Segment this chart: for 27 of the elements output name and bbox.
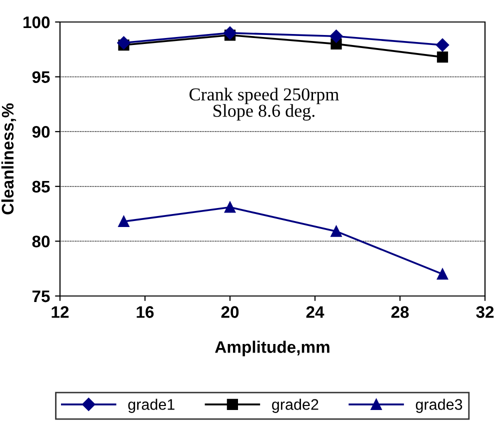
point (330, 226, 342, 237)
point (436, 268, 448, 280)
y-tick-label: 75 (32, 290, 50, 302)
legend-label: grade2 (272, 398, 318, 413)
point (224, 202, 236, 213)
point (436, 52, 448, 63)
x-tick-label: 20 (221, 306, 239, 318)
x-tick-label: 28 (391, 306, 409, 318)
y-tick-label: 85 (32, 180, 50, 193)
y-axis-title: Cleanliness,% (1, 103, 16, 214)
y-tick-label: 80 (32, 236, 50, 248)
y-tick-label: 95 (32, 71, 50, 84)
annotation: Crank speed 250rpm Slope 8.6 deg. (190, 88, 339, 121)
y-tick-label: 90 (32, 126, 50, 138)
x-axis-title: Amplitude,mm (215, 340, 330, 356)
point (117, 36, 130, 50)
point (436, 38, 450, 52)
point (223, 26, 237, 40)
x-tick-label: 24 (306, 306, 324, 318)
legend-label: grade1 (128, 398, 174, 413)
y-tick-label: 100 (24, 16, 50, 28)
x-tick-label: 32 (476, 306, 494, 318)
point (118, 216, 130, 228)
point (330, 30, 343, 43)
x-tick-label: 16 (136, 306, 154, 318)
legend-label: grade3 (416, 398, 462, 413)
x-tick-label: 12 (52, 306, 69, 318)
